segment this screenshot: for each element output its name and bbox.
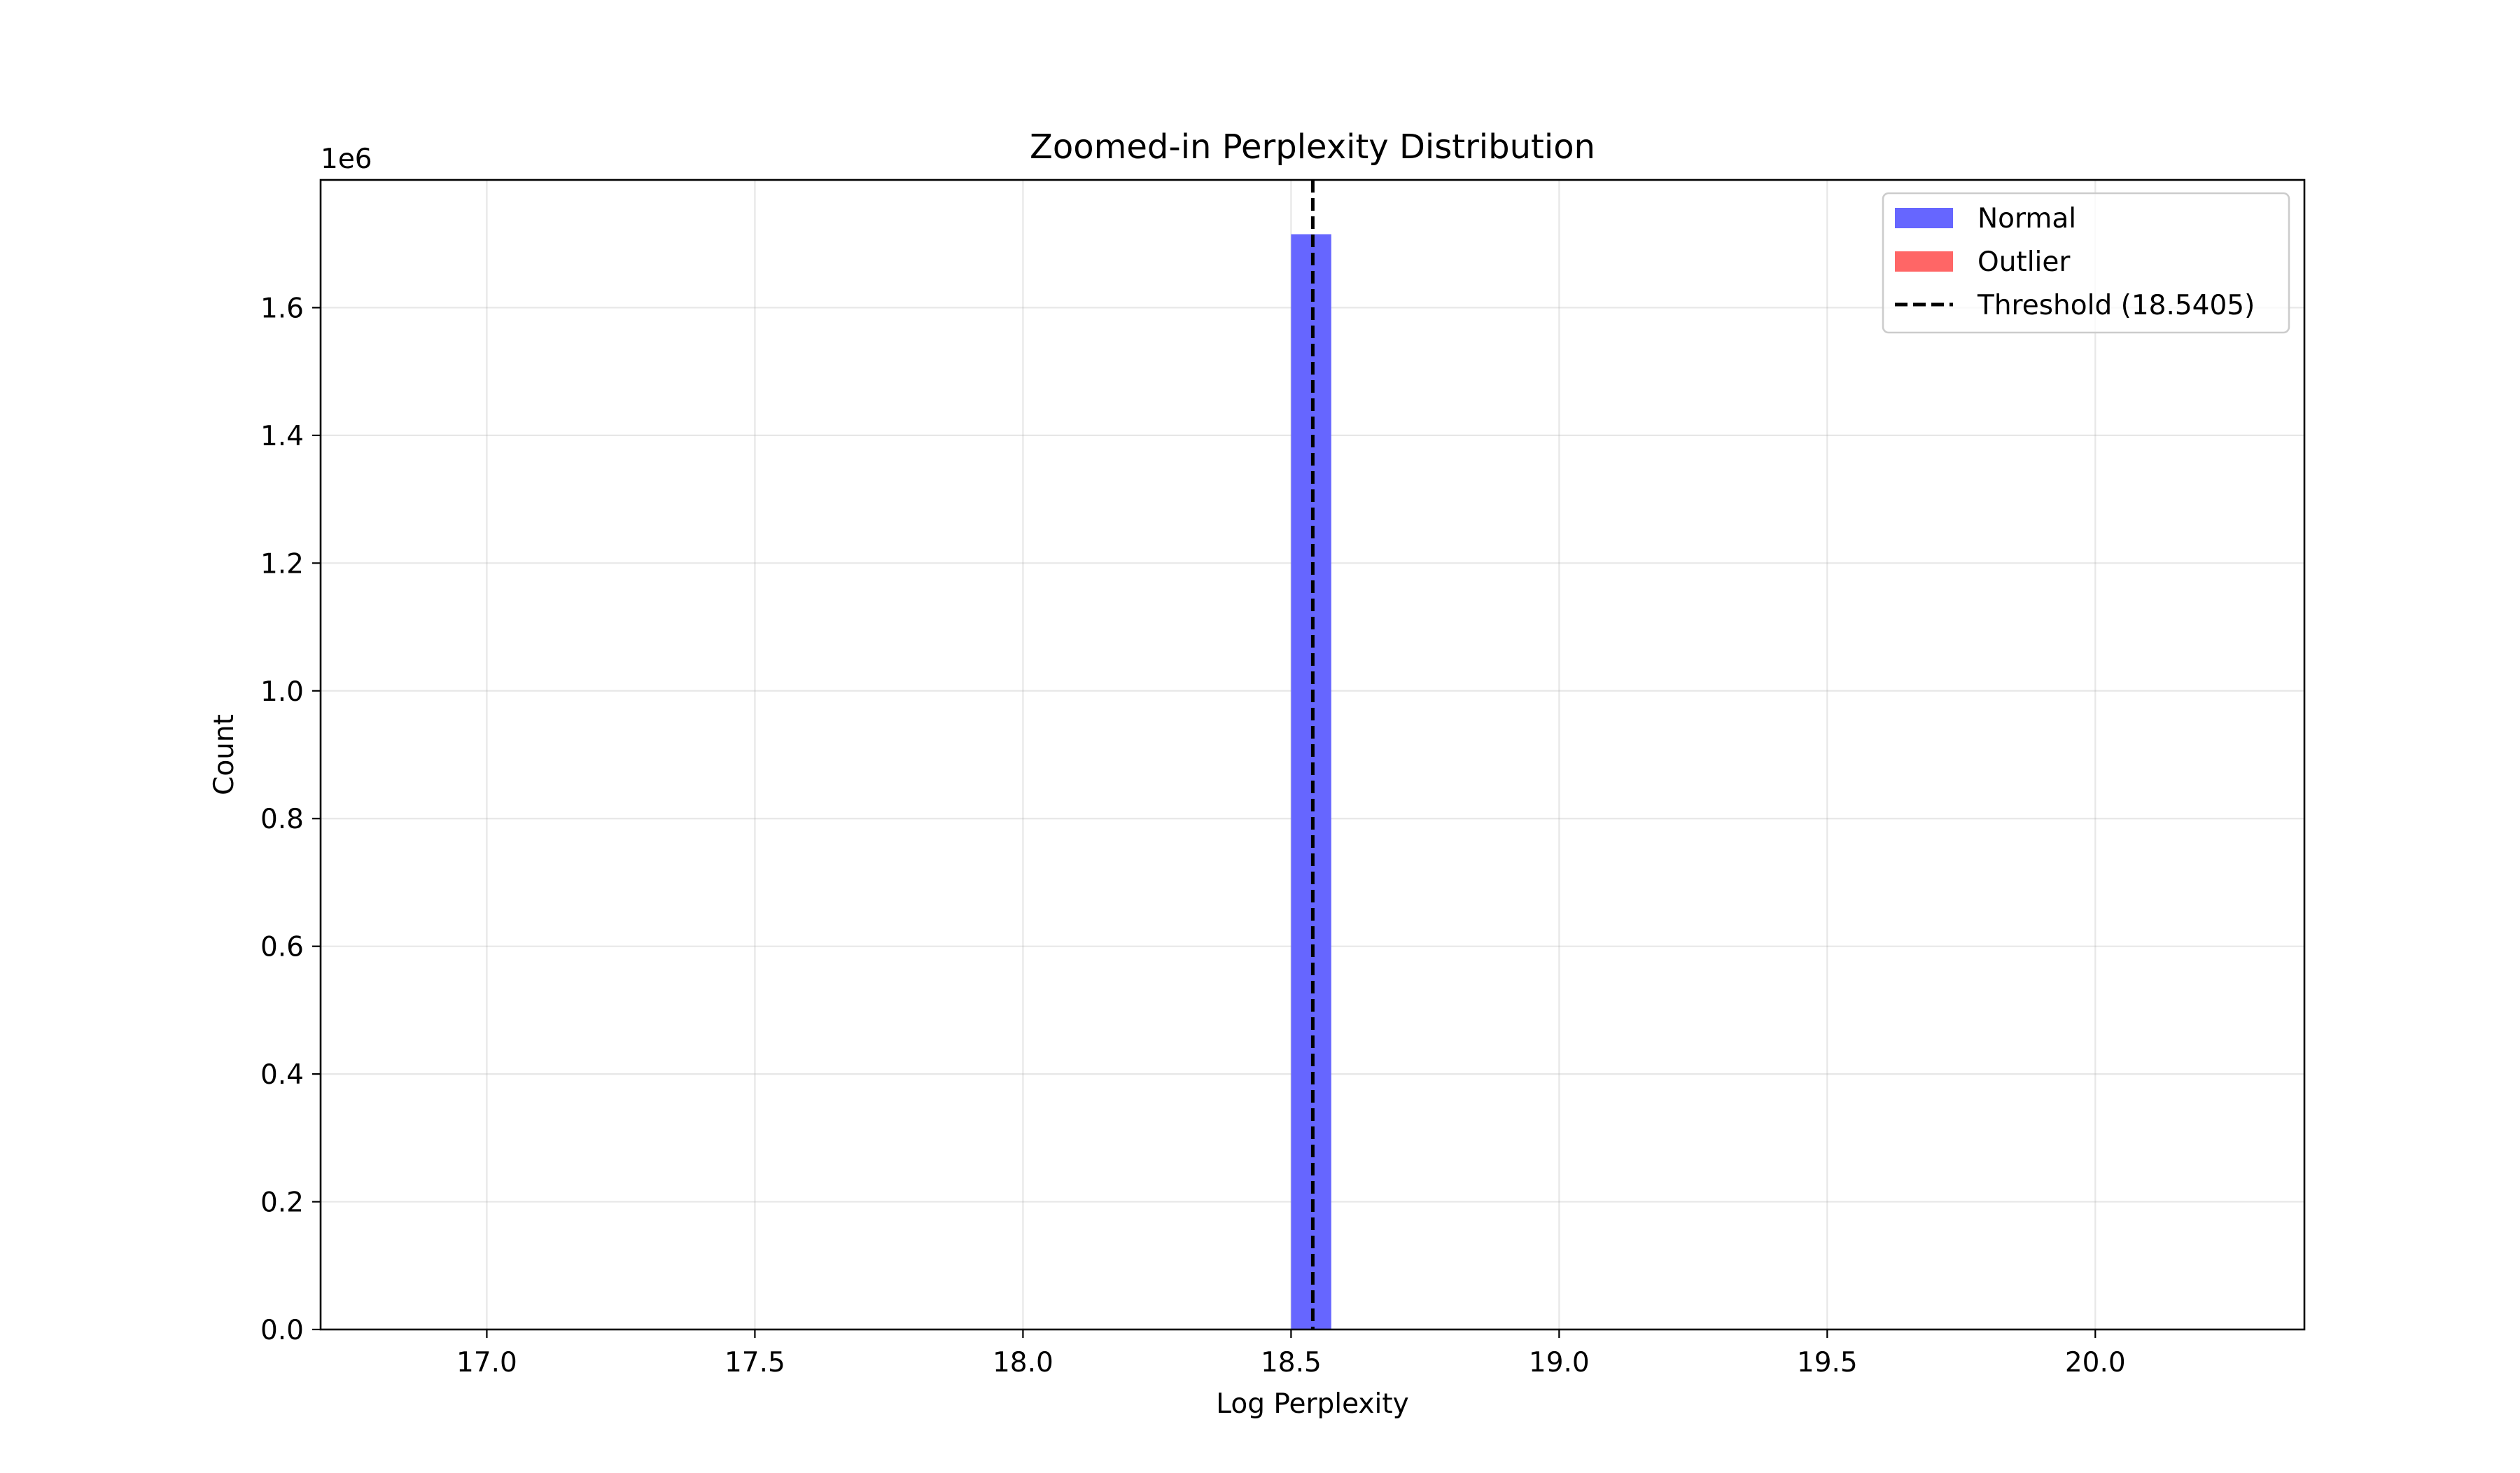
- legend-label-threshold: Threshold (18.5405): [1977, 290, 2255, 321]
- y-axis-ticks: 0.0 0.2 0.4 0.6 0.8 1.0 1.2 1.4 1.6: [260, 293, 321, 1346]
- y-tick-label: 1.2: [260, 548, 304, 580]
- plot-area-frame: [319, 179, 2306, 1331]
- x-tick-label: 20.0: [2065, 1347, 2126, 1378]
- legend-swatch-outlier: [1895, 251, 1953, 272]
- x-tick-label: 17.5: [724, 1347, 785, 1378]
- y-tick-label: 1.6: [260, 293, 304, 324]
- x-axis-ticks: 17.0 17.5 18.0 18.5 19.0 19.5 20.0: [456, 1329, 2126, 1378]
- y-tick-label: 0.8: [260, 804, 304, 835]
- x-axis-label: Log Perplexity: [1216, 1388, 1408, 1420]
- y-tick-label: 0.4: [260, 1059, 304, 1091]
- legend-frame: [1882, 192, 2290, 334]
- y-tick-label: 1.0: [260, 676, 304, 708]
- y-tick-label: 0.6: [260, 932, 304, 963]
- x-tick-label: 17.0: [456, 1347, 517, 1378]
- legend-label-normal: Normal: [1977, 203, 2076, 235]
- legend-swatch-normal: [1895, 208, 1953, 228]
- chart-title: Zoomed-in Perplexity Distribution: [1030, 127, 1595, 167]
- x-tick-label: 18.0: [993, 1347, 1054, 1378]
- legend: Normal Outlier Threshold (18.5405): [1882, 192, 2290, 334]
- x-tick-label: 19.5: [1797, 1347, 1858, 1378]
- y-tick-label: 1.4: [260, 421, 304, 452]
- y-tick-label: 0.2: [260, 1187, 304, 1219]
- x-tick-label: 18.5: [1261, 1347, 1322, 1378]
- y-axis-label: Count: [209, 714, 240, 795]
- y-axis-offset-label: 1e6: [321, 144, 372, 175]
- legend-label-outlier: Outlier: [1977, 246, 2071, 278]
- x-tick-label: 19.0: [1529, 1347, 1590, 1378]
- y-tick-label: 0.0: [260, 1315, 304, 1346]
